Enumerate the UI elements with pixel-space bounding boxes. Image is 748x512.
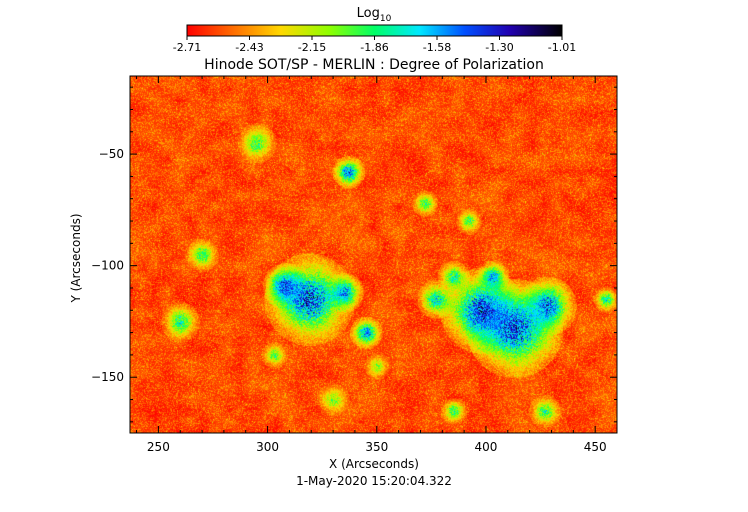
chart-title: Hinode SOT/SP - MERLIN : Degree of Polar… [204,57,544,73]
y-tick-label: −150 [91,370,124,384]
colorbar-tick-label: -1.86 [360,41,388,54]
x-axis-label: X (Arcseconds) [329,457,419,471]
y-axis-label: Y (Arcseconds) [69,213,83,303]
colorbar-tick-label: -1.01 [548,41,576,54]
colorbar-label: Log10 [357,6,392,24]
x-tick-label: 450 [584,440,607,454]
colorbar-gradient [186,24,563,37]
colorbar-tick-label: -1.30 [485,41,513,54]
heatmap-image [130,76,617,433]
colorbar-tick-label: -1.58 [423,41,451,54]
y-tick-label: −100 [91,259,124,273]
x-tick-label: 350 [365,440,388,454]
y-axis: −50 −100 −150 [91,86,617,423]
colorbar-ticks: -2.71 -2.43 -2.15 -1.86 -1.58 -1.30 -1.01 [173,36,576,54]
colorbar-tick-label: -2.43 [235,41,263,54]
x-axis: 250 300 350 400 450 [136,76,618,454]
observation-timestamp: 1-May-2020 15:20:04.322 [296,474,452,488]
colorbar-tick-label: -2.15 [298,41,326,54]
colorbar: Log10 -2.71 -2.43 -2.15 -1.86 -1.58 -1.30 -1.0… [173,6,576,54]
y-tick-label: −50 [99,147,124,161]
colorbar-tick-label: -2.71 [173,41,201,54]
x-tick-label: 250 [147,440,170,454]
x-tick-label: 400 [475,440,498,454]
x-tick-label: 300 [256,440,279,454]
plot-frame [129,75,618,434]
heatmap-raster [130,76,617,433]
